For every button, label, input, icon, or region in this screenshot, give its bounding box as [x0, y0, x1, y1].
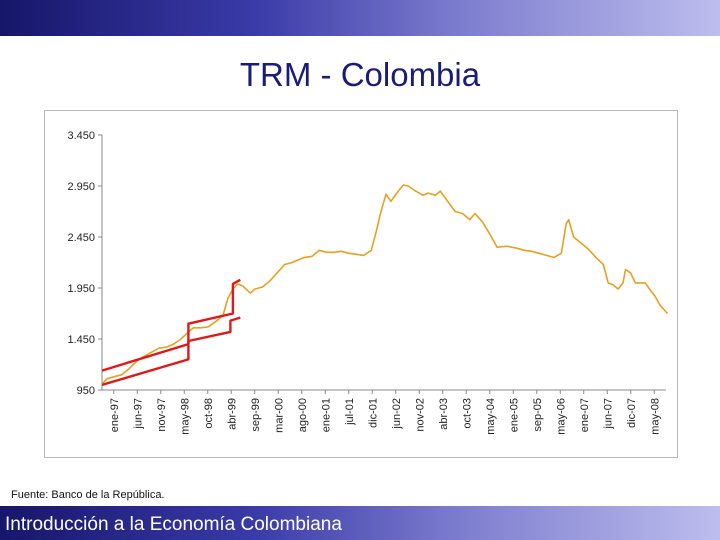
y-tick-label: 950 [77, 385, 95, 397]
x-tick-label: ene-07 [579, 398, 591, 432]
x-tick-label: may-06 [555, 398, 567, 435]
y-tick-label: 3.450 [67, 130, 95, 142]
band-line [101, 316, 241, 387]
x-tick-label: may-08 [649, 398, 661, 435]
footer-banner: Introducción a la Economía Colombiana [0, 506, 720, 540]
x-tick-label: nov-02 [414, 398, 426, 432]
source-note: Fuente: Banco de la República. [11, 489, 165, 501]
band-line [101, 278, 241, 372]
x-tick-label: nov-97 [156, 398, 168, 432]
x-tick-label: jun-97 [132, 398, 144, 430]
x-tick-label: oct-03 [461, 398, 473, 429]
y-tick-label: 1.950 [67, 283, 95, 295]
y-tick-label: 2.950 [67, 181, 95, 193]
slide-title: TRM - Colombia [239, 56, 481, 93]
x-tick-label: may-98 [179, 398, 191, 435]
x-tick-label: may-04 [485, 398, 497, 435]
x-tick-label: mar-00 [273, 398, 285, 433]
trm-line-chart: 950 1.450 1.950 2.450 2.950 3.450 ene-97 jun-97… [67, 130, 669, 435]
x-tick-label: ene-01 [320, 398, 332, 432]
x-tick-label: jul-01 [344, 398, 356, 426]
x-tick-label: jun-02 [391, 398, 403, 430]
x-tick-label: abr-99 [226, 398, 238, 430]
x-tick-label: dic-07 [626, 398, 638, 428]
x-tick-label: jun-07 [602, 398, 614, 430]
x-tick-label: abr-03 [438, 398, 450, 430]
x-tick-label: dic-01 [367, 398, 379, 428]
chart-frame: 950 1.450 1.950 2.450 2.950 3.450 ene-97 jun-97… [44, 110, 678, 458]
y-tick-label: 2.450 [67, 232, 95, 244]
x-tick-label: ene-05 [508, 398, 520, 432]
trm-series-line [101, 184, 669, 385]
x-tick-label: oct-98 [203, 398, 215, 429]
top-banner [0, 0, 720, 36]
x-tick-label: sep-99 [250, 398, 262, 432]
x-tick-label: ene-97 [109, 398, 121, 432]
footer-text: Introducción a la Economía Colombiana [5, 514, 342, 535]
x-tick-label: ago-00 [297, 398, 309, 432]
y-tick-label: 1.450 [67, 334, 95, 346]
x-tick-label: sep-05 [532, 398, 544, 432]
